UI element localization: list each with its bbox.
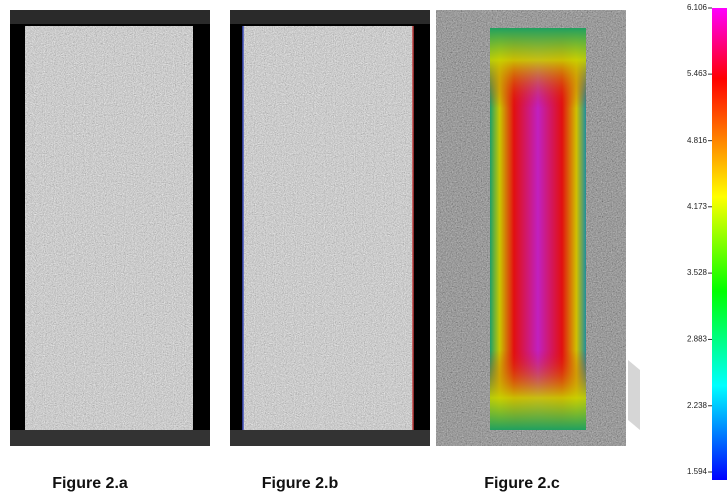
- image-frame: [230, 10, 430, 24]
- colorbar-label: 6.106: [687, 3, 708, 12]
- caption: Figure 2.c: [484, 475, 560, 492]
- colorbar-label: 4.816: [687, 136, 708, 145]
- fixture: [628, 360, 640, 430]
- image-frame: [230, 430, 430, 446]
- colorbar: [712, 8, 727, 480]
- colorbar-label: 2.238: [687, 401, 708, 410]
- colorbar-label: 3.528: [687, 268, 708, 277]
- image-frame: [10, 10, 210, 24]
- image-frame: [10, 430, 210, 446]
- colorbar-label: 5.463: [687, 69, 708, 78]
- colorbar-label: 2.883: [687, 335, 708, 344]
- colorbar-label: 4.173: [687, 202, 708, 211]
- caption: Figure 2.b: [262, 475, 339, 492]
- specimen-image: [243, 26, 413, 430]
- strain-map-overlay: [490, 28, 586, 430]
- colorbar-label: 1.594: [687, 467, 708, 476]
- caption: Figure 2.a: [52, 475, 128, 492]
- specimen-image: [25, 26, 193, 430]
